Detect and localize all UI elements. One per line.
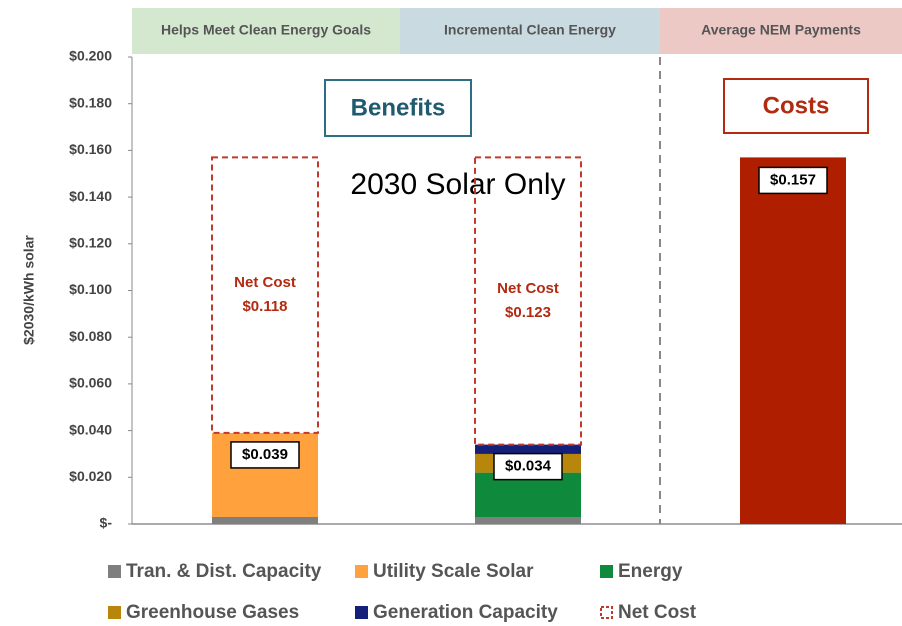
y-tick-label: $0.140 [69,188,112,204]
legend-label: Tran. & Dist. Capacity [126,561,322,582]
net-cost-box [474,156,582,446]
y-axis-label: $2030/kWh solar [21,235,37,345]
header-band [660,8,902,54]
net-cost-label: Net Cost [497,280,559,297]
total-label-box [230,441,300,469]
total-label-box [493,452,563,481]
legend-label: Greenhouse Gases [126,602,299,623]
y-tick-label: $0.120 [69,235,112,251]
annotation: Costs [763,92,830,119]
net-cost-label: Net Cost [234,274,296,291]
header-band [400,8,660,54]
header-label: Helps Meet Clean Energy Goals [161,22,371,38]
y-tick-label: $0.100 [69,281,112,297]
net-cost-box [211,156,319,434]
header-label: Average NEM Payments [701,22,861,38]
net-cost-value: $0.123 [505,304,551,321]
legend-label: Net Cost [618,602,697,623]
legend-swatch [108,606,121,619]
legend-swatch [600,606,613,619]
legend-swatch [108,565,121,578]
y-tick-label: $0.020 [69,468,112,484]
value-label: $0.157 [770,171,816,188]
net-cost-value: $0.118 [242,298,287,315]
annotation-box [723,78,869,134]
legend-label: Energy [618,561,683,582]
legend-swatch [355,565,368,578]
bar-segment [475,516,581,524]
y-tick-label: $0.080 [69,328,112,344]
annotation-box [324,79,472,137]
header-band [132,8,400,54]
bar-segment [740,157,846,524]
total-label: $0.034 [505,458,552,475]
subtitle: 2030 Solar Only [350,168,565,201]
bar-segment [212,516,318,524]
legend-swatch [355,606,368,619]
legend-swatch [600,565,613,578]
y-tick-label: $0.180 [69,94,112,110]
y-tick-label: $0.160 [69,141,112,157]
bar-segment [475,444,581,454]
y-tick-label: $0.200 [69,48,112,64]
total-label: $0.039 [242,446,288,463]
annotation: Benefits [351,94,446,121]
legend-label: Generation Capacity [373,602,558,623]
y-tick-label: $0.040 [69,421,112,437]
y-tick-label: $0.060 [69,375,112,391]
value-label-box [758,166,828,195]
y-tick-label: $- [100,515,113,531]
header-label: Incremental Clean Energy [444,22,616,38]
legend-label: Utility Scale Solar [373,561,534,582]
